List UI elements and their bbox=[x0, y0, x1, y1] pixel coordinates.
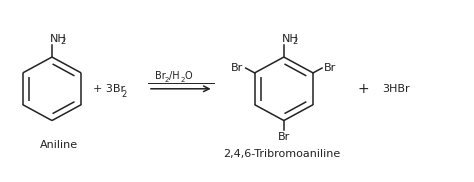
Text: Br: Br bbox=[324, 63, 337, 73]
Text: 2: 2 bbox=[164, 77, 169, 83]
Text: 2: 2 bbox=[181, 77, 185, 83]
Text: +: + bbox=[358, 82, 369, 96]
Text: 2: 2 bbox=[122, 90, 127, 99]
Text: 2,4,6-Tribromoaniline: 2,4,6-Tribromoaniline bbox=[223, 149, 340, 159]
Text: 2: 2 bbox=[293, 37, 298, 46]
Text: NH: NH bbox=[50, 34, 66, 44]
Text: Br: Br bbox=[155, 71, 166, 81]
Text: 3HBr: 3HBr bbox=[382, 84, 410, 94]
Text: Aniline: Aniline bbox=[40, 140, 78, 150]
Text: Br: Br bbox=[231, 63, 243, 73]
Text: 2: 2 bbox=[61, 37, 66, 46]
Text: /H: /H bbox=[169, 71, 180, 81]
Text: Br: Br bbox=[278, 132, 290, 142]
Text: NH: NH bbox=[282, 34, 298, 44]
Text: + 3Br: + 3Br bbox=[93, 84, 125, 94]
Text: O: O bbox=[184, 71, 192, 81]
